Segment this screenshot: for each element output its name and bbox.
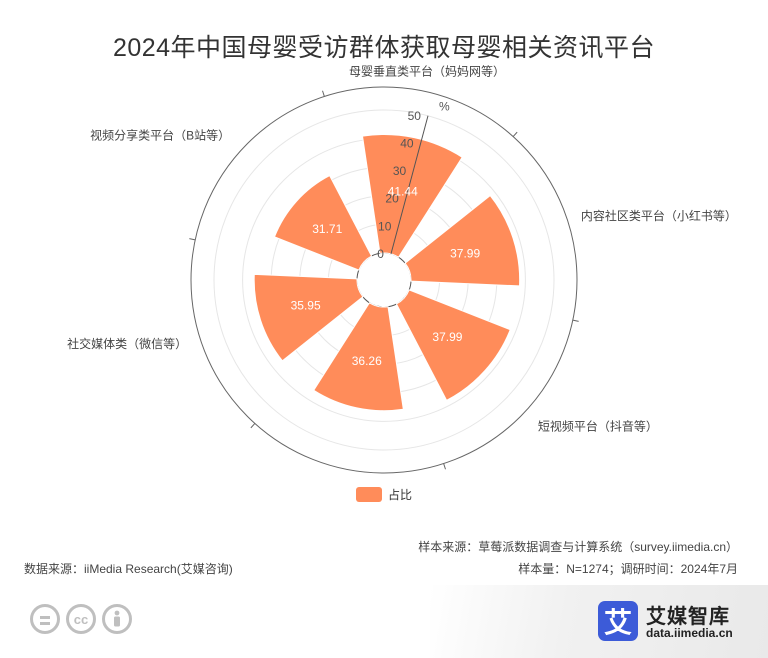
bar-value-label: 37.99 [432,330,462,344]
equals-icon [30,604,60,634]
bar-value-label: 37.99 [450,247,480,261]
radial-tick-label: 10 [378,219,392,233]
angle-tick [189,238,196,241]
brand-logo-icon: 艾 [598,601,638,641]
angle-tick [322,90,325,97]
category-label: 母婴垂直类平台（妈妈网等） [349,64,505,79]
angle-tick [250,423,256,429]
legend-label: 占比 [388,488,413,502]
bar-value-label: 35.95 [291,298,321,312]
polar-bar[interactable] [361,134,463,258]
sample-source: 样本来源：草莓派数据调查与计算系统（survey.iimedia.cn） [418,540,738,554]
cc-icon: cc [66,604,96,634]
angle-tick [443,463,446,470]
category-label: 短视频平台（抖音等） [538,419,658,434]
chart-title: 2024年中国母婴受访群体获取母婴相关资讯平台 [112,34,656,62]
brand-name: 艾媒智库 [646,606,730,628]
sample-size: 样本量：N=1274；调研时间：2024年7月 [518,562,738,576]
radial-axis-line [390,115,429,255]
angle-axis-circle [190,86,578,474]
radial-tick-label: 50 [408,109,422,123]
polar-bar[interactable] [273,174,373,271]
radial-grid-circle [213,109,555,451]
category-label: 内容社区类平台（小红书等） [581,208,737,223]
legend-swatch [356,487,382,502]
polar-bar-chart: 0 10 20 30 40 50% 41.44 37.99 37.99 36.26 35.95 31… [67,64,737,474]
person-icon [102,604,132,634]
bar-value-label: 36.26 [352,354,382,368]
angle-tick [572,319,579,322]
radial-tick-label: 20 [385,192,399,206]
category-label: 社交媒体类（微信等） [67,336,187,351]
category-label: 视频分享类平台（B站等） [90,127,230,142]
license-icons: cc [30,604,138,634]
chart-legend[interactable]: 占比 [356,486,412,503]
polar-bar[interactable] [253,273,364,362]
polar-bar[interactable] [395,289,511,401]
polar-bar[interactable] [404,194,521,287]
radial-tick-label: 0 [377,247,384,261]
polar-bar[interactable] [313,302,404,412]
bar-value-label: 31.71 [312,222,342,236]
brand-url: data.iimedia.cn [646,626,733,640]
radial-tick-label: 30 [393,164,407,178]
data-source: 数据来源：iiMedia Research(艾媒咨询) [24,562,233,576]
angle-tick [512,131,518,137]
radial-axis-unit: % [439,100,450,114]
bar-value-label: 41.44 [388,185,418,199]
radial-tick-label: 40 [400,136,414,150]
